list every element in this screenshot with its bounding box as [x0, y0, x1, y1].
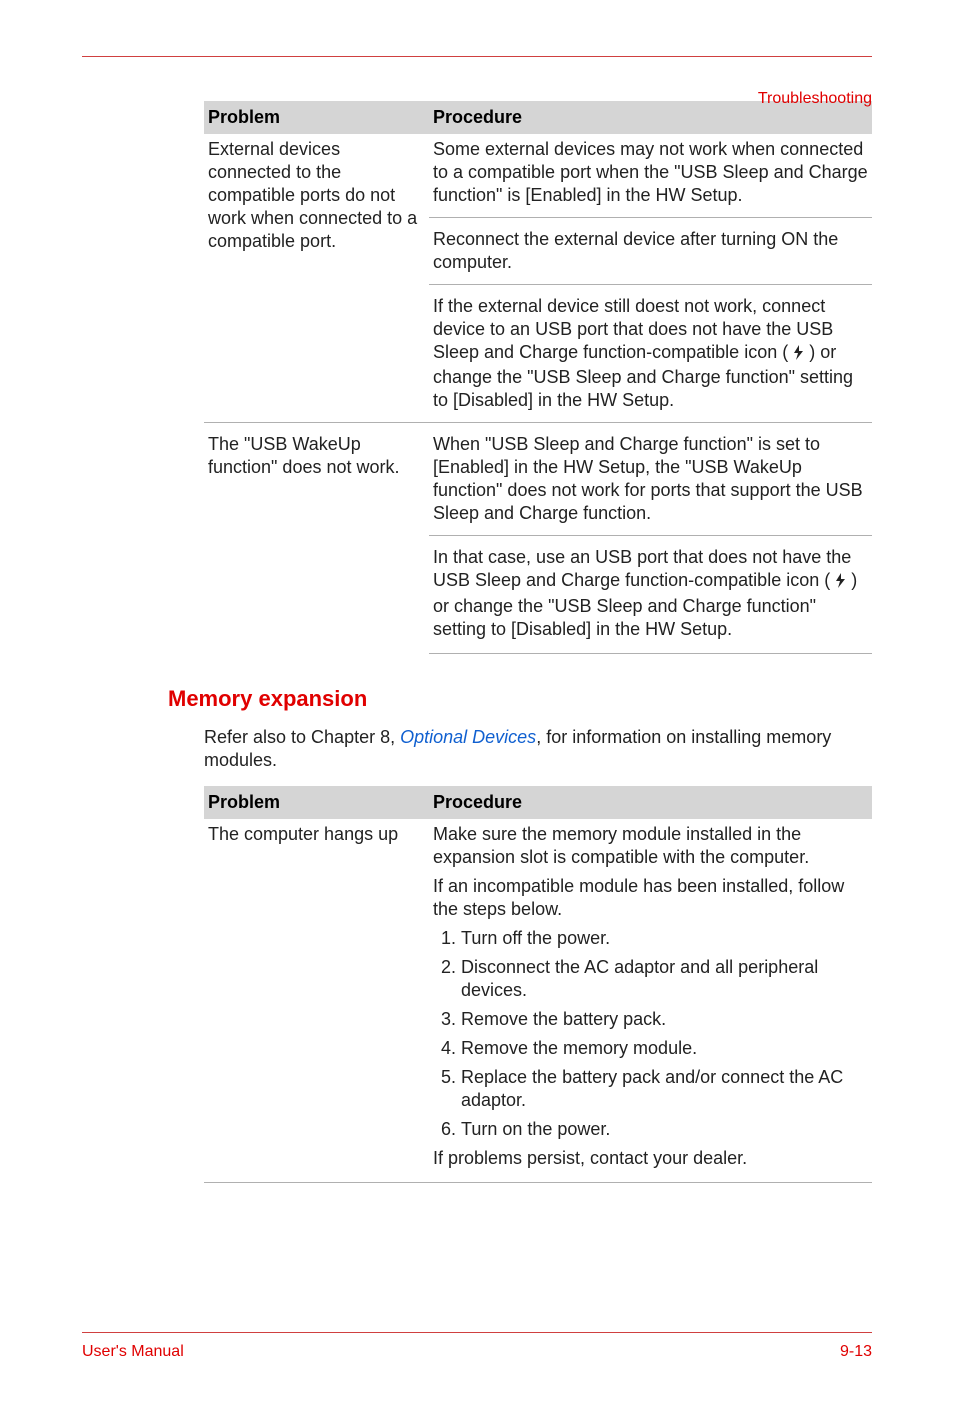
footer-right: 9-13 — [840, 1343, 872, 1361]
table-row: The "USB WakeUp function" does not work.… — [204, 423, 872, 536]
troubleshoot-table-2: Problem Procedure The computer hangs up … — [204, 786, 872, 1183]
t2-col2-header: Procedure — [429, 786, 872, 819]
list-item: Replace the battery pack and/or connect … — [461, 1066, 868, 1112]
list-item: Remove the memory module. — [461, 1037, 868, 1060]
t2-col1-header: Problem — [204, 786, 429, 819]
t2-problem: The computer hangs up — [204, 819, 429, 1183]
t2-p3: If problems persist, contact your dealer… — [433, 1147, 868, 1170]
list-item: Disconnect the AC adaptor and all periph… — [461, 956, 868, 1002]
bolt-icon — [793, 343, 804, 366]
t1-r1-proc-c-pre: If the external device still doest not w… — [433, 296, 833, 362]
t1-r2-proc-a: When "USB Sleep and Charge function" is … — [429, 423, 872, 536]
t1-r2-problem: The "USB WakeUp function" does not work. — [204, 423, 429, 653]
t1-r1-problem: External devices connected to the compat… — [204, 134, 429, 423]
t1-r2-proc-b-pre: In that case, use an USB port that does … — [433, 547, 851, 590]
memory-intro-pre: Refer also to Chapter 8, — [204, 727, 400, 747]
bolt-icon — [835, 571, 846, 594]
header-rule — [82, 56, 872, 57]
t2-p2: If an incompatible module has been insta… — [433, 875, 868, 921]
table-row: External devices connected to the compat… — [204, 134, 872, 218]
t1-r1-proc-b: Reconnect the external device after turn… — [429, 218, 872, 285]
memory-intro: Refer also to Chapter 8, Optional Device… — [204, 726, 872, 772]
footer: User's Manual 9-13 — [82, 1332, 872, 1361]
t1-r1-proc-a: Some external devices may not work when … — [429, 134, 872, 218]
t2-p1: Make sure the memory module installed in… — [433, 823, 868, 869]
troubleshoot-table-1: Problem Procedure External devices conne… — [204, 101, 872, 654]
list-item: Turn on the power. — [461, 1118, 868, 1141]
footer-left: User's Manual — [82, 1343, 184, 1361]
t2-steps: Turn off the power. Disconnect the AC ad… — [433, 927, 868, 1141]
optional-devices-link[interactable]: Optional Devices — [400, 727, 536, 747]
header-section: Troubleshooting — [758, 90, 872, 108]
t2-procedure: Make sure the memory module installed in… — [429, 819, 872, 1183]
t1-col1-header: Problem — [204, 101, 429, 134]
list-item: Remove the battery pack. — [461, 1008, 868, 1031]
memory-expansion-title: Memory expansion — [168, 686, 872, 712]
t1-r1-proc-c: If the external device still doest not w… — [429, 285, 872, 423]
table-row: The computer hangs up Make sure the memo… — [204, 819, 872, 1183]
list-item: Turn off the power. — [461, 927, 868, 950]
t1-r2-proc-b: In that case, use an USB port that does … — [429, 536, 872, 653]
